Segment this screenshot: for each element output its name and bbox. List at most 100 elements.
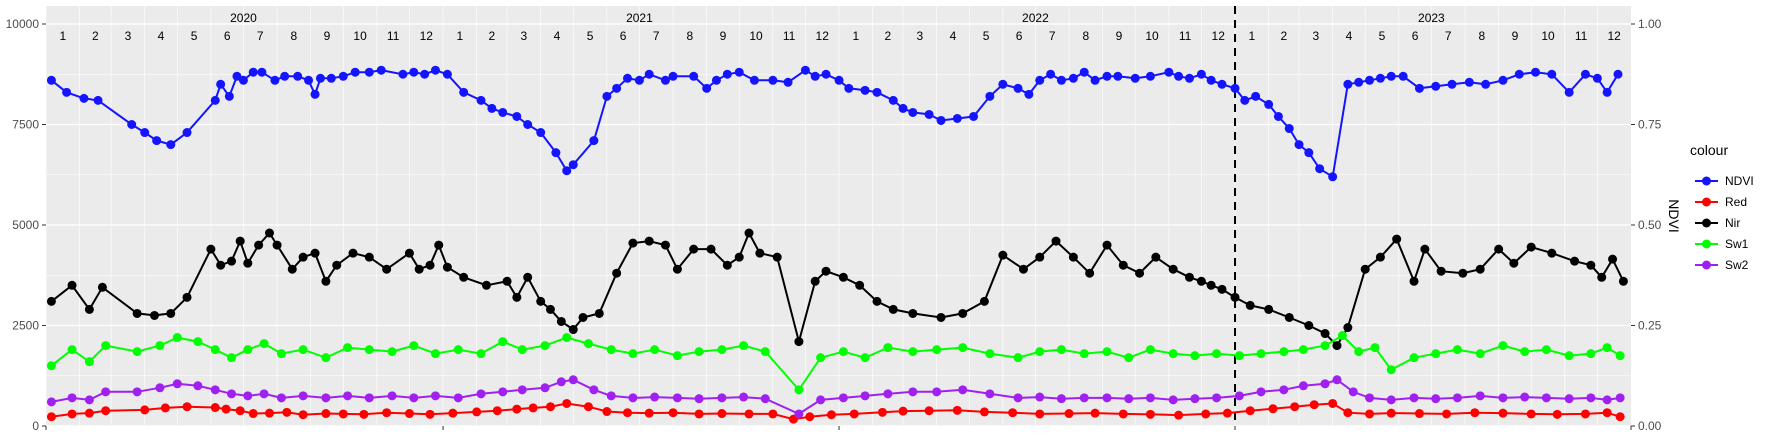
data-point-sw2 xyxy=(276,393,286,403)
data-point-nir xyxy=(734,252,744,262)
data-point-sw2 xyxy=(1013,393,1023,403)
data-point-sw1 xyxy=(387,347,397,357)
data-point-sw1 xyxy=(794,385,804,395)
data-point-sw2 xyxy=(1035,392,1045,402)
data-point-nir xyxy=(545,304,555,314)
data-point-red xyxy=(512,404,522,414)
data-point-sw1 xyxy=(193,337,203,347)
data-point-ndvi xyxy=(182,128,192,138)
data-point-ndvi xyxy=(952,113,962,123)
data-point-red xyxy=(404,409,414,419)
right-tick-label: 0.00 xyxy=(1638,419,1662,433)
data-point-sw2 xyxy=(1145,393,1155,403)
data-point-nir xyxy=(1245,300,1255,310)
data-point-sw1 xyxy=(1056,345,1066,355)
data-point-nir xyxy=(67,280,77,290)
data-point-red xyxy=(1118,409,1128,419)
data-point-ndvi xyxy=(62,87,72,97)
legend: colour NDVI Red Nir Sw1 Sw2 xyxy=(1690,142,1754,272)
data-point-ndvi xyxy=(1531,67,1541,77)
series-layer xyxy=(46,65,1628,424)
data-point-nir xyxy=(706,244,716,254)
data-point-nir xyxy=(459,272,469,282)
data-point-ndvi xyxy=(702,83,712,93)
data-point-sw2 xyxy=(343,391,353,401)
data-point-sw2 xyxy=(816,395,826,405)
data-point-sw2 xyxy=(387,391,397,401)
data-point-sw2 xyxy=(1541,393,1551,403)
data-point-ndvi xyxy=(1547,69,1557,79)
data-point-sw1 xyxy=(1354,347,1364,357)
data-point-red xyxy=(1580,409,1590,419)
data-point-nir xyxy=(1586,260,1596,270)
data-point-red xyxy=(602,407,612,417)
data-point-sw1 xyxy=(343,343,353,353)
data-point-red xyxy=(1064,409,1074,419)
month-label: 8 xyxy=(687,29,694,43)
data-point-sw2 xyxy=(556,377,566,387)
data-point-ndvi xyxy=(152,136,162,146)
data-point-sw2 xyxy=(1386,395,1396,405)
month-labels: 1 2 3 4 5 6 7 8 9 10 11 12 1 2 3 4 5 6 7 8 9 10 11 12 1 2 3 4 5 6 7 8 9 1… xyxy=(59,29,1621,43)
data-point-red xyxy=(1552,409,1562,419)
data-point-nir xyxy=(382,264,392,274)
data-point-ndvi xyxy=(1164,67,1174,77)
month-label: 12 xyxy=(420,29,434,43)
data-point-sw2 xyxy=(672,393,682,403)
data-point-nir xyxy=(84,304,94,314)
data-point-sw1 xyxy=(1498,341,1508,351)
data-point-ndvi xyxy=(430,65,440,75)
month-label: 5 xyxy=(1379,29,1386,43)
year-label: 2021 xyxy=(626,11,653,25)
data-point-ndvi xyxy=(562,166,572,176)
data-point-nir xyxy=(1304,321,1314,330)
data-point-nir xyxy=(672,264,682,274)
data-point-sw1 xyxy=(1320,341,1330,351)
data-point-red xyxy=(84,408,94,418)
data-point-red xyxy=(545,402,555,412)
data-point-ndvi xyxy=(810,71,820,81)
legend-key-point xyxy=(1702,218,1711,228)
data-point-nir xyxy=(1135,268,1145,278)
data-point-nir xyxy=(1608,254,1618,264)
data-point-ndvi xyxy=(293,71,303,81)
data-point-nir xyxy=(1392,234,1402,244)
data-point-nir xyxy=(321,276,331,286)
data-point-sw1 xyxy=(1212,349,1222,359)
month-label: 4 xyxy=(158,29,165,43)
month-label: 9 xyxy=(1116,29,1123,43)
data-point-ndvi xyxy=(1447,79,1457,89)
data-point-sw2 xyxy=(227,389,237,399)
data-point-ndvi xyxy=(1284,124,1294,134)
data-point-sw2 xyxy=(1475,391,1485,401)
data-point-sw1 xyxy=(1564,351,1574,361)
legend-label: Nir xyxy=(1725,216,1740,230)
data-point-ndvi xyxy=(1498,75,1508,85)
data-point-sw2 xyxy=(430,391,440,401)
data-point-red xyxy=(1526,409,1536,419)
data-point-sw1 xyxy=(1452,345,1462,355)
month-label: 7 xyxy=(653,29,660,43)
data-point-sw2 xyxy=(259,389,269,399)
data-point-ndvi xyxy=(1481,79,1491,89)
data-point-ndvi xyxy=(1464,77,1474,87)
data-point-nir xyxy=(97,282,107,292)
data-point-red xyxy=(46,412,56,422)
legend-label: Sw2 xyxy=(1725,258,1749,272)
data-point-nir xyxy=(1068,252,1078,262)
data-point-nir xyxy=(772,252,782,262)
data-point-nir xyxy=(744,228,754,238)
data-point-sw2 xyxy=(84,395,94,405)
data-point-red xyxy=(979,407,989,417)
data-point-sw1 xyxy=(1602,343,1612,353)
data-point-sw2 xyxy=(606,391,616,401)
month-label: 5 xyxy=(191,29,198,43)
data-point-sw1 xyxy=(717,345,727,355)
data-point-sw2 xyxy=(298,391,308,401)
data-point-sw1 xyxy=(476,349,486,359)
data-point-nir xyxy=(1526,242,1536,252)
month-label: 9 xyxy=(1512,29,1519,43)
data-point-sw1 xyxy=(243,345,253,355)
data-point-sw2 xyxy=(409,393,419,403)
